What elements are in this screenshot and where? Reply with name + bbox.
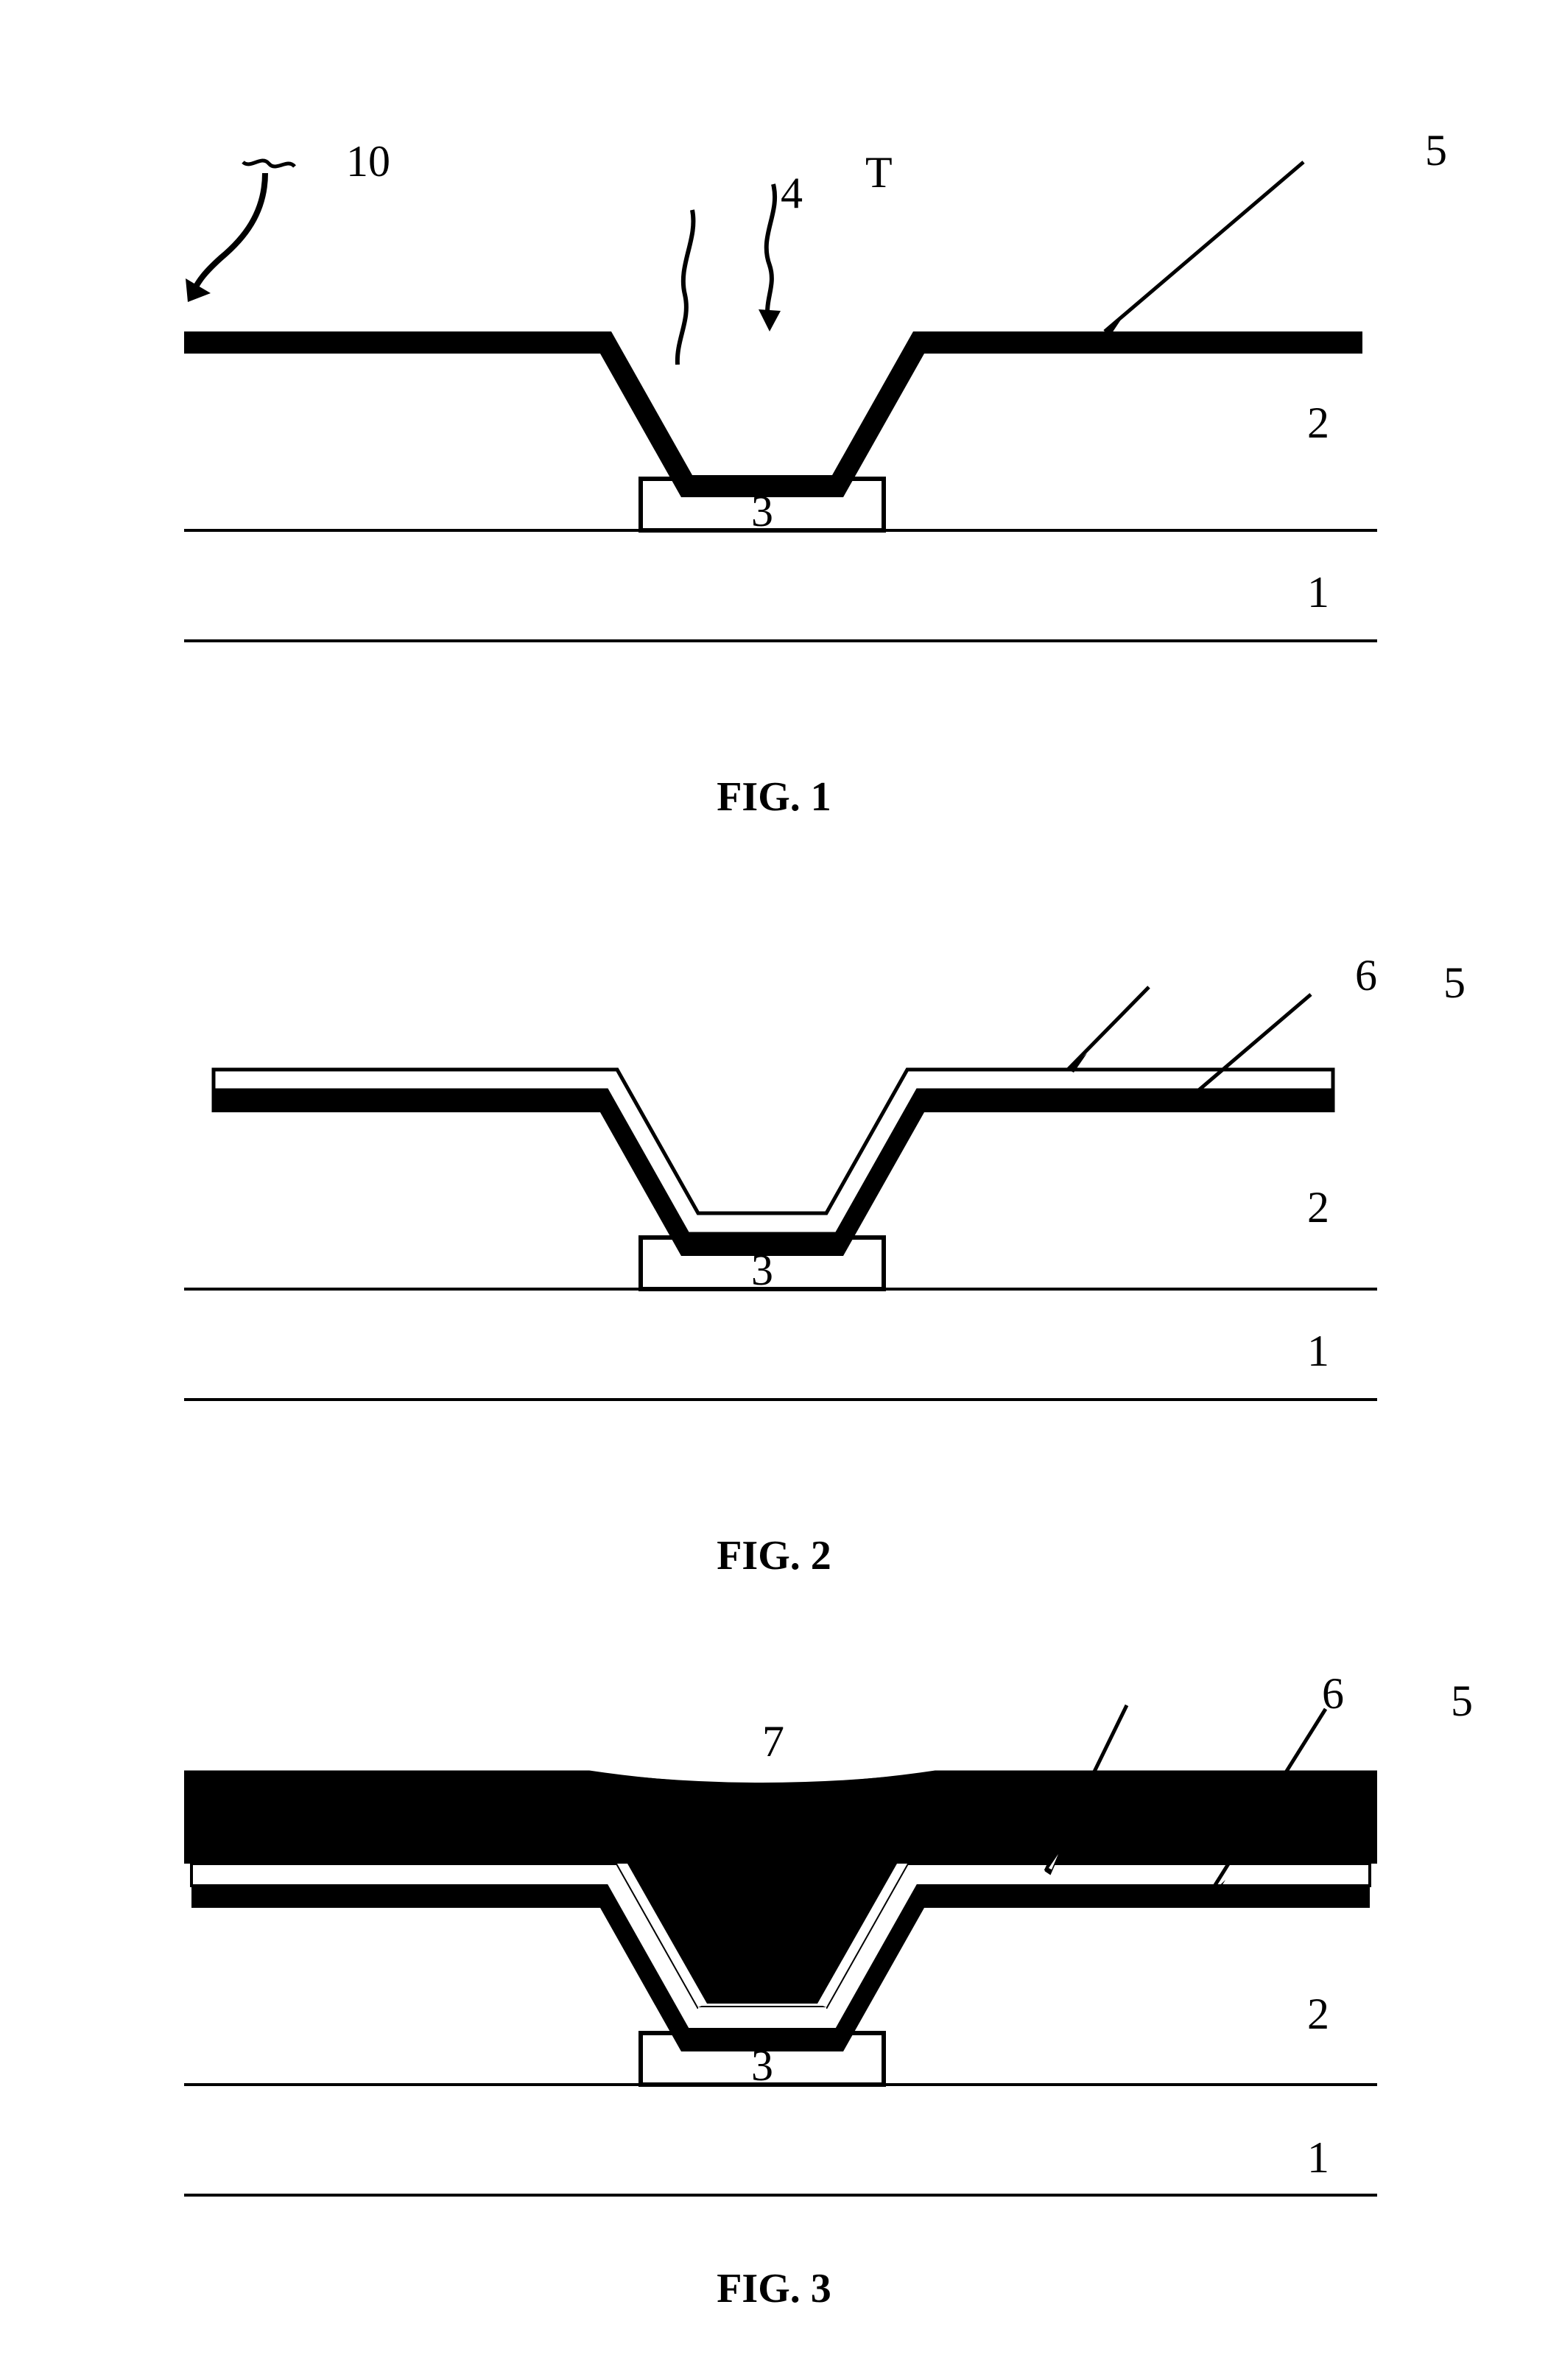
fig1-label-2: 2 bbox=[1307, 398, 1329, 449]
fig1-label-3: 3 bbox=[751, 486, 773, 537]
fig1-caption: FIG. 1 bbox=[0, 773, 1548, 821]
fig1-label-T: T bbox=[865, 147, 893, 198]
fig3-label-2: 2 bbox=[1307, 1989, 1329, 2040]
fig1-label-10: 10 bbox=[346, 136, 390, 187]
fig2-label-5: 5 bbox=[1443, 958, 1466, 1008]
fig3-label-3: 3 bbox=[751, 2040, 773, 2091]
fig3-label-1: 1 bbox=[1307, 2132, 1329, 2183]
fig2-label-2: 2 bbox=[1307, 1182, 1329, 1233]
fig2-label-6: 6 bbox=[1355, 950, 1377, 1001]
fig2-label-1: 1 bbox=[1307, 1326, 1329, 1377]
fig1-label-4: 4 bbox=[781, 168, 803, 219]
fig3-caption: FIG. 3 bbox=[0, 2265, 1548, 2312]
fig2-label-3: 3 bbox=[751, 1245, 773, 1296]
fig3-label-6: 6 bbox=[1322, 1668, 1344, 1719]
fig1-label-5: 5 bbox=[1425, 125, 1447, 176]
fig3-label-7: 7 bbox=[762, 1716, 784, 1767]
fig2-caption: FIG. 2 bbox=[0, 1532, 1548, 1579]
fig1-label-1: 1 bbox=[1307, 567, 1329, 618]
fig3-label-5: 5 bbox=[1451, 1676, 1473, 1727]
